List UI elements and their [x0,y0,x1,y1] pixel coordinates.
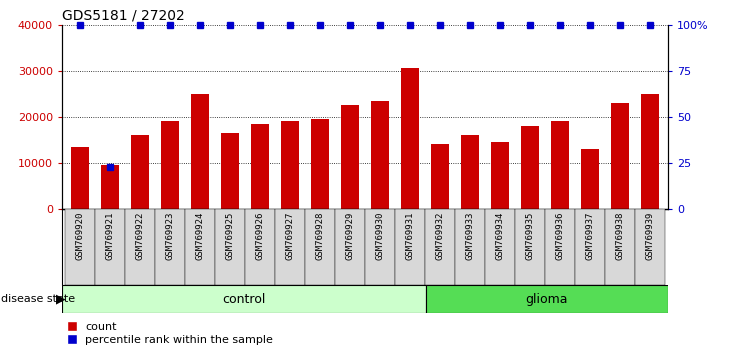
Bar [371,101,389,209]
Bar [521,126,539,209]
Text: GSM769938: GSM769938 [615,211,624,259]
Bar [431,144,449,209]
Bar [605,209,635,285]
Bar [125,209,155,285]
Bar [95,209,125,285]
Bar [515,209,545,285]
Bar [62,285,426,313]
Text: GSM769934: GSM769934 [496,211,504,259]
Bar [426,285,668,313]
Text: disease state: disease state [1,294,76,304]
Text: glioma: glioma [526,293,568,306]
Text: GSM769924: GSM769924 [196,211,204,259]
Bar [491,142,509,209]
Bar [641,94,659,209]
Bar [71,147,89,209]
Text: GSM769921: GSM769921 [106,211,115,259]
Legend: count, percentile rank within the sample: count, percentile rank within the sample [68,322,273,345]
Bar [545,209,575,285]
Text: GSM769928: GSM769928 [315,211,325,259]
Bar [485,209,515,285]
Bar [101,165,119,209]
Text: GSM769933: GSM769933 [466,211,474,259]
Text: GSM769931: GSM769931 [405,211,415,259]
Bar [215,209,245,285]
Text: GSM769929: GSM769929 [345,211,355,259]
Text: GSM769935: GSM769935 [526,211,534,259]
Text: GSM769920: GSM769920 [75,211,85,259]
Bar [635,209,665,285]
Bar [425,209,455,285]
Text: GSM769937: GSM769937 [585,211,594,259]
Bar [335,209,365,285]
Bar [275,209,305,285]
Bar [221,133,239,209]
Bar [191,94,209,209]
Bar [131,135,149,209]
Bar [341,105,359,209]
Bar [305,209,335,285]
Bar [365,209,395,285]
Bar [281,121,299,209]
Bar [575,209,605,285]
Text: GSM769923: GSM769923 [166,211,174,259]
Bar [401,69,419,209]
Bar [161,121,179,209]
Text: GSM769936: GSM769936 [556,211,564,259]
Bar [551,121,569,209]
Text: ▶: ▶ [56,293,66,306]
Bar [611,103,629,209]
Bar [245,209,275,285]
Text: GSM769930: GSM769930 [375,211,385,259]
Bar [155,209,185,285]
Text: GSM769922: GSM769922 [136,211,145,259]
Text: control: control [222,293,266,306]
Text: GSM769927: GSM769927 [285,211,294,259]
Bar [185,209,215,285]
Text: GSM769925: GSM769925 [226,211,234,259]
Bar [65,209,95,285]
Bar [395,209,425,285]
Bar [461,135,479,209]
Bar [251,124,269,209]
Bar [311,119,329,209]
Bar [455,209,485,285]
Bar [581,149,599,209]
Text: GSM769932: GSM769932 [436,211,445,259]
Text: GSM769939: GSM769939 [645,211,655,259]
Text: GSM769926: GSM769926 [255,211,264,259]
Text: GDS5181 / 27202: GDS5181 / 27202 [62,8,185,22]
